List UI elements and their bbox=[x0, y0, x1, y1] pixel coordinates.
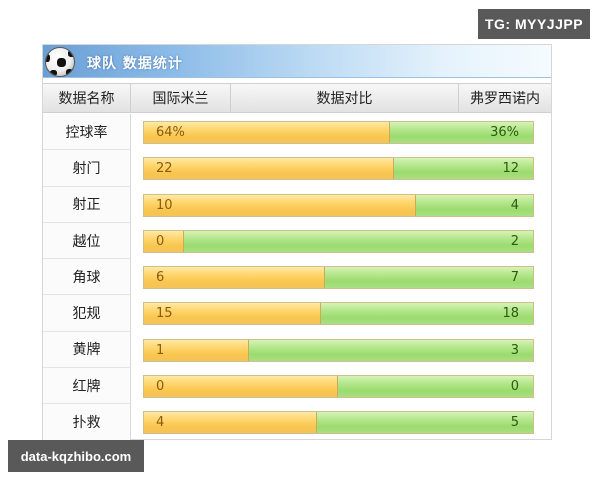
home-bar-segment bbox=[144, 158, 394, 180]
home-bar-segment bbox=[144, 412, 318, 434]
soccer-ball-icon bbox=[45, 47, 75, 77]
compare-bar: 0 2 bbox=[143, 229, 534, 253]
away-value: 18 bbox=[502, 306, 519, 322]
home-bar-segment bbox=[144, 267, 325, 289]
home-bar-segment bbox=[144, 303, 321, 325]
compare-cell: 10 4 bbox=[131, 187, 551, 223]
table-row: 红牌 0 0 bbox=[43, 368, 551, 405]
table-row: 越位 0 2 bbox=[43, 222, 551, 260]
panel-title-bar: 球队 数据统计 bbox=[43, 45, 551, 78]
away-bar-segment bbox=[415, 194, 533, 216]
compare-bar: 10 4 bbox=[143, 193, 534, 217]
away-bar-segment bbox=[317, 412, 533, 434]
panel-title: 球队 数据统计 bbox=[87, 56, 183, 72]
home-value: 22 bbox=[156, 161, 173, 177]
table-row: 射门 22 12 bbox=[43, 150, 551, 187]
away-value: 12 bbox=[502, 161, 519, 177]
compare-cell: 22 12 bbox=[131, 150, 551, 186]
home-bar-segment bbox=[144, 230, 184, 252]
compare-bar: 22 12 bbox=[143, 157, 534, 181]
away-bar-segment bbox=[324, 267, 533, 289]
compare-bar: 64% 36% bbox=[143, 121, 534, 144]
away-bar-segment bbox=[320, 303, 533, 325]
home-value: 0 bbox=[156, 233, 165, 249]
compare-bar: 0 0 bbox=[143, 375, 534, 399]
compare-cell: 64% 36% bbox=[131, 114, 551, 150]
away-value: 36% bbox=[490, 125, 519, 140]
away-bar-segment bbox=[248, 339, 533, 361]
stat-label: 红牌 bbox=[43, 368, 131, 405]
home-bar-segment bbox=[144, 194, 416, 216]
stat-label: 射正 bbox=[43, 186, 131, 223]
table-row: 犯规 15 18 bbox=[43, 295, 551, 332]
away-value: 5 bbox=[510, 415, 519, 431]
home-value: 0 bbox=[156, 379, 165, 395]
table-header: 数据名称 国际米兰 数据对比 弗罗西诺内 bbox=[43, 83, 551, 113]
stat-label: 控球率 bbox=[43, 114, 131, 151]
header-home-team: 国际米兰 bbox=[131, 84, 231, 112]
away-bar-segment bbox=[183, 230, 533, 252]
stat-label: 越位 bbox=[43, 222, 131, 260]
stat-label: 射门 bbox=[43, 150, 131, 187]
home-value: 64% bbox=[156, 125, 185, 140]
stat-label: 扑救 bbox=[43, 404, 131, 441]
away-value: 7 bbox=[510, 270, 519, 286]
team-stats-panel: 球队 数据统计 数据名称 国际米兰 数据对比 弗罗西诺内 控球率 64% 36%… bbox=[42, 44, 552, 441]
header-stat-name: 数据名称 bbox=[43, 84, 131, 112]
compare-cell: 0 2 bbox=[131, 223, 551, 259]
home-value: 10 bbox=[156, 197, 173, 213]
compare-bar: 6 7 bbox=[143, 266, 534, 290]
compare-bar: 4 5 bbox=[143, 411, 534, 435]
compare-cell: 6 7 bbox=[131, 259, 551, 295]
away-bar-segment bbox=[389, 122, 533, 143]
away-value: 2 bbox=[510, 233, 519, 249]
header-compare: 数据对比 bbox=[231, 84, 459, 112]
watermark-site: data-kqzhibo.com bbox=[8, 440, 144, 472]
home-value: 1 bbox=[156, 342, 165, 358]
away-value: 0 bbox=[510, 379, 519, 395]
stat-label: 黄牌 bbox=[43, 331, 131, 369]
compare-cell: 1 3 bbox=[131, 332, 551, 368]
stats-rows: 控球率 64% 36% 射门 22 12 射正 10 4 bbox=[43, 114, 551, 441]
table-row: 射正 10 4 bbox=[43, 186, 551, 223]
compare-cell: 4 5 bbox=[131, 404, 551, 440]
home-bar-segment bbox=[144, 339, 249, 361]
table-row: 控球率 64% 36% bbox=[43, 114, 551, 151]
table-row: 黄牌 1 3 bbox=[43, 331, 551, 369]
home-value: 4 bbox=[156, 415, 165, 431]
away-value: 4 bbox=[510, 197, 519, 213]
watermark-tg: TG: MYYJJPP bbox=[478, 9, 590, 39]
header-away-team: 弗罗西诺内 bbox=[470, 91, 540, 107]
away-bar-segment bbox=[338, 376, 533, 398]
stat-label: 犯规 bbox=[43, 295, 131, 332]
compare-cell: 0 0 bbox=[131, 368, 551, 404]
away-value: 3 bbox=[510, 342, 519, 358]
table-row: 扑救 4 5 bbox=[43, 404, 551, 441]
compare-bar: 15 18 bbox=[143, 302, 534, 326]
compare-bar: 1 3 bbox=[143, 338, 534, 362]
home-value: 15 bbox=[156, 306, 173, 322]
home-bar-segment bbox=[144, 376, 339, 398]
home-bar-segment bbox=[144, 122, 390, 143]
away-bar-segment bbox=[393, 158, 533, 180]
home-value: 6 bbox=[156, 270, 165, 286]
compare-cell: 15 18 bbox=[131, 295, 551, 331]
table-row: 角球 6 7 bbox=[43, 259, 551, 296]
stat-label: 角球 bbox=[43, 259, 131, 296]
